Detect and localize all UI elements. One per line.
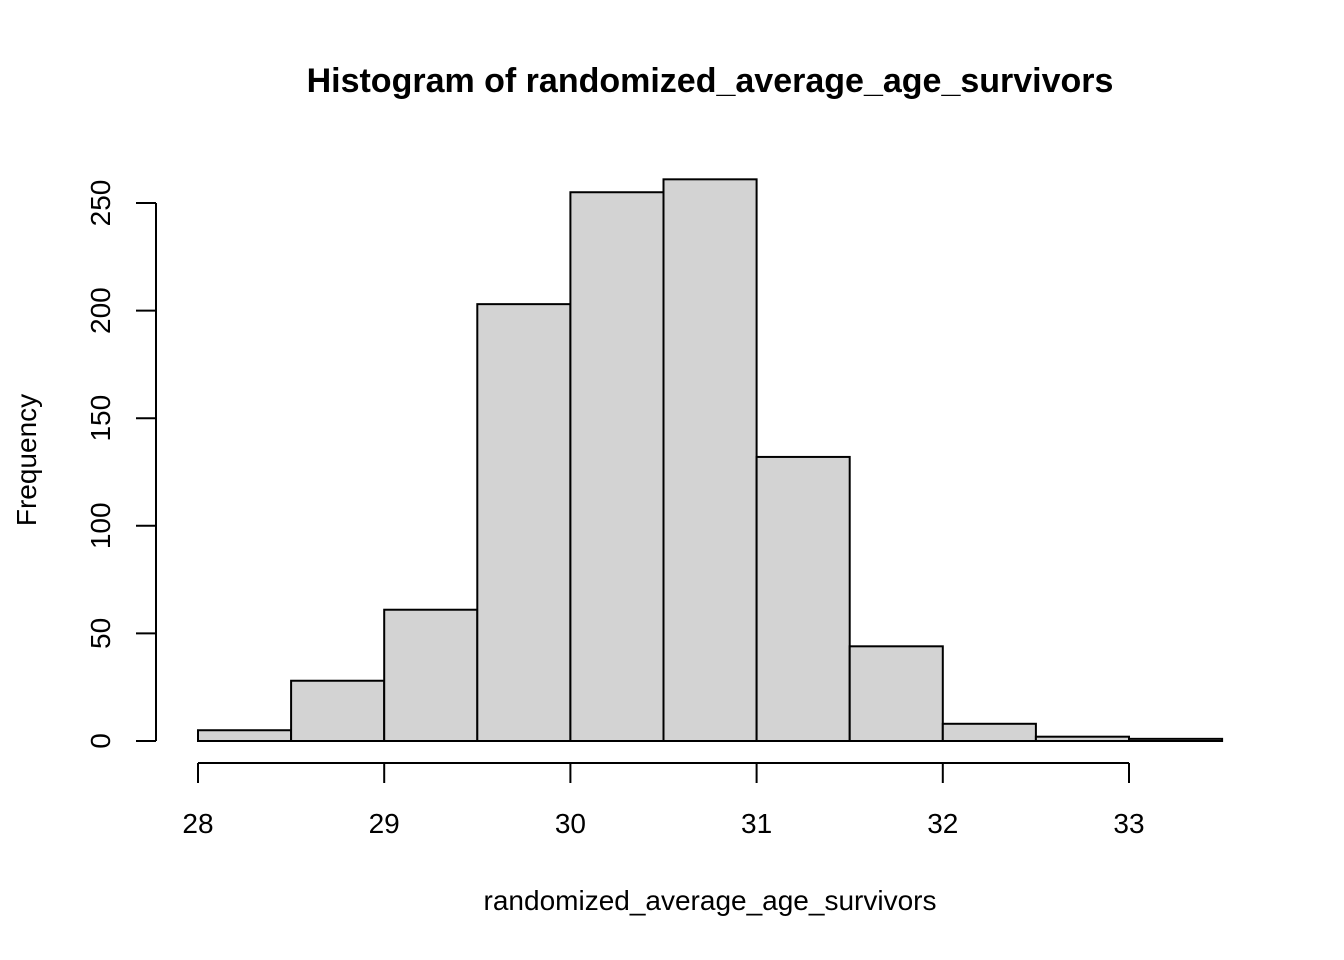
histogram-bar-10 (1128, 737, 1224, 743)
y-axis: 0 50 100 150 200 250 (85, 180, 157, 749)
histogram-bar-9 (1034, 735, 1131, 742)
histogram-bar-6 (755, 455, 851, 742)
x-tick-label-3: 31 (741, 808, 772, 839)
y-tick-label-3: 150 (85, 395, 116, 442)
histogram-bar-3 (476, 303, 572, 742)
x-tick-label-1: 29 (369, 808, 400, 839)
histogram-bar-1 (290, 679, 386, 743)
x-tick-label-2: 30 (555, 808, 586, 839)
histogram-bar-5 (662, 178, 758, 742)
y-tick-label-2: 100 (85, 502, 116, 549)
x-axis-label: randomized_average_age_survivors (484, 885, 937, 916)
x-axis: 28 29 30 31 32 33 (182, 762, 1145, 839)
histogram-bar-7 (848, 645, 944, 743)
histogram-bar-8 (941, 722, 1037, 742)
chart-title: Histogram of randomized_average_age_surv… (307, 62, 1114, 100)
y-tick-label-0: 0 (85, 733, 116, 749)
histogram-bar-2 (383, 608, 479, 743)
histogram-bar-0 (197, 729, 293, 742)
x-tick-label-0: 28 (182, 808, 213, 839)
x-tick-label-5: 33 (1113, 808, 1144, 839)
y-axis-label: Frequency (11, 394, 42, 526)
y-tick-label-1: 50 (85, 618, 116, 649)
bars-group (197, 178, 1224, 743)
y-tick-label-4: 200 (85, 287, 116, 334)
histogram-bar-4 (569, 191, 665, 743)
x-tick-label-4: 32 (927, 808, 958, 839)
y-tick-label-5: 250 (85, 180, 116, 227)
